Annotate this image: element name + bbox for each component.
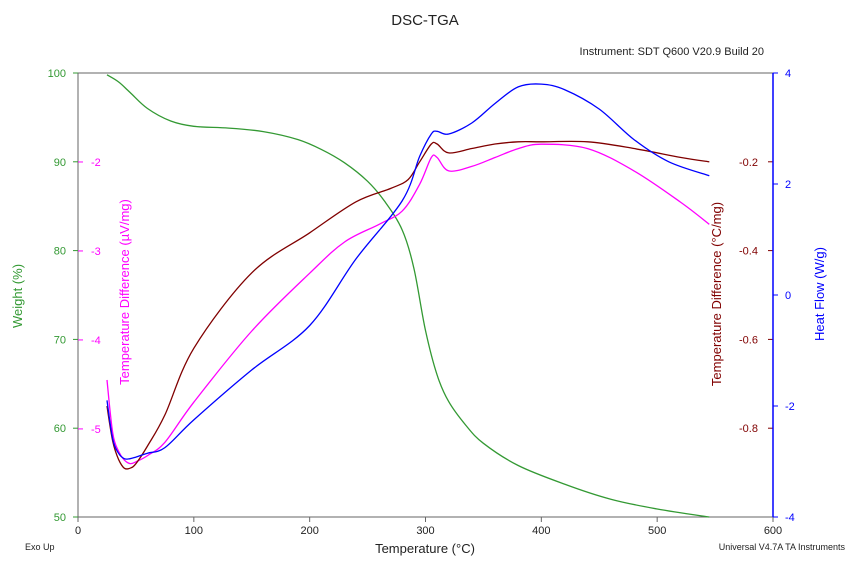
plot-frame bbox=[77, 72, 774, 518]
weight-tick-label-1: 60 bbox=[54, 423, 66, 435]
x-tick-label-4: 400 bbox=[532, 525, 550, 537]
weight-axis-label: Weight (%) bbox=[10, 264, 25, 328]
x-tick-label-5: 500 bbox=[648, 525, 666, 537]
series-line-tdiff-c bbox=[106, 140, 710, 470]
weight-axis: 50 60 70 80 90 100 bbox=[48, 68, 78, 524]
series-line-tdiff-uv bbox=[106, 143, 710, 465]
weight-tick-label-4: 90 bbox=[54, 157, 66, 169]
tdiff-uv-axis-label: Temperature Difference (µV/mg) bbox=[117, 199, 132, 385]
x-tick-label-2: 200 bbox=[300, 525, 318, 537]
tdiff-c-tick-label-2: -0.4 bbox=[739, 246, 758, 258]
tdiff-c-axis: -0.8 -0.6 -0.4 -0.2 bbox=[739, 157, 773, 435]
footer-exo-up: Exo Up bbox=[25, 542, 55, 552]
x-tick-label-0: 0 bbox=[75, 525, 81, 537]
heatflow-tick-label-2: 0 bbox=[785, 290, 791, 302]
tdiff-uv-tick-label-1: -4 bbox=[91, 335, 101, 347]
weight-tick-label-3: 80 bbox=[54, 246, 66, 258]
x-tick-label-1: 100 bbox=[185, 525, 203, 537]
tdiff-c-axis-label: Temperature Difference (°C/mg) bbox=[709, 202, 724, 386]
heatflow-tick-label-0: -4 bbox=[785, 512, 795, 524]
x-tick-label-6: 600 bbox=[764, 525, 782, 537]
x-axis-label: Temperature (°C) bbox=[375, 541, 475, 556]
series-layer bbox=[106, 74, 710, 518]
weight-tick-label-2: 70 bbox=[54, 334, 66, 346]
weight-tick-label-5: 100 bbox=[48, 68, 66, 80]
heatflow-tick-label-1: -2 bbox=[785, 401, 795, 413]
series-line-weight bbox=[106, 74, 710, 518]
x-tick-label-3: 300 bbox=[416, 525, 434, 537]
tdiff-c-tick-label-0: -0.8 bbox=[739, 423, 758, 435]
weight-tick-label-0: 50 bbox=[54, 512, 66, 524]
chart-title: DSC-TGA bbox=[391, 12, 459, 29]
tdiff-uv-tick-label-2: -3 bbox=[91, 246, 101, 258]
tdiff-c-tick-label-3: -0.2 bbox=[739, 157, 758, 169]
chart-subtitle: Instrument: SDT Q600 V20.9 Build 20 bbox=[580, 46, 764, 58]
tdiff-c-tick-label-1: -0.6 bbox=[739, 334, 758, 346]
series-line-heatflow bbox=[106, 83, 710, 460]
tdiff-uv-tick-label-0: -5 bbox=[91, 424, 101, 436]
heatflow-axis-label: Heat Flow (W/g) bbox=[812, 247, 827, 341]
tdiff-uv-axis: -5 -4 -3 -2 bbox=[78, 157, 101, 436]
tdiff-uv-tick-label-3: -2 bbox=[91, 157, 101, 169]
heatflow-axis: -4 -2 0 2 4 bbox=[772, 68, 795, 524]
x-axis: 0 100 200 300 400 500 600 bbox=[75, 517, 782, 537]
heatflow-tick-label-3: 2 bbox=[785, 179, 791, 191]
footer-instrument: Universal V4.7A TA Instruments bbox=[719, 542, 846, 552]
heatflow-tick-label-4: 4 bbox=[785, 68, 791, 80]
